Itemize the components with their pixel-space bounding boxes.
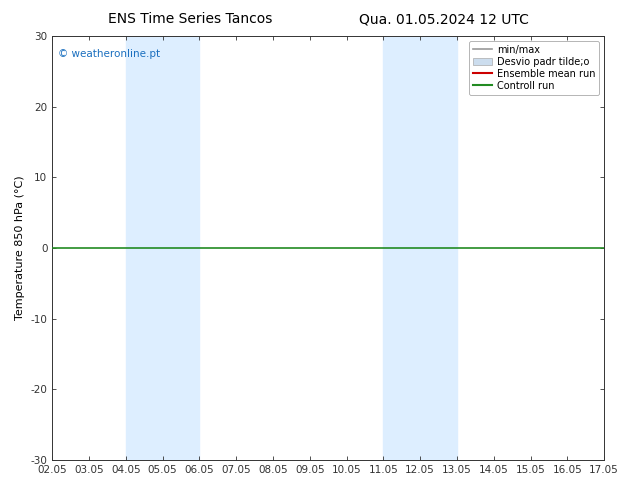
Text: © weatheronline.pt: © weatheronline.pt: [58, 49, 160, 59]
Y-axis label: Temperature 850 hPa (°C): Temperature 850 hPa (°C): [15, 176, 25, 320]
Text: Qua. 01.05.2024 12 UTC: Qua. 01.05.2024 12 UTC: [359, 12, 529, 26]
Legend: min/max, Desvio padr tilde;o, Ensemble mean run, Controll run: min/max, Desvio padr tilde;o, Ensemble m…: [469, 41, 599, 95]
Text: ENS Time Series Tancos: ENS Time Series Tancos: [108, 12, 273, 26]
Bar: [384, 36, 457, 460]
Bar: [126, 36, 200, 460]
